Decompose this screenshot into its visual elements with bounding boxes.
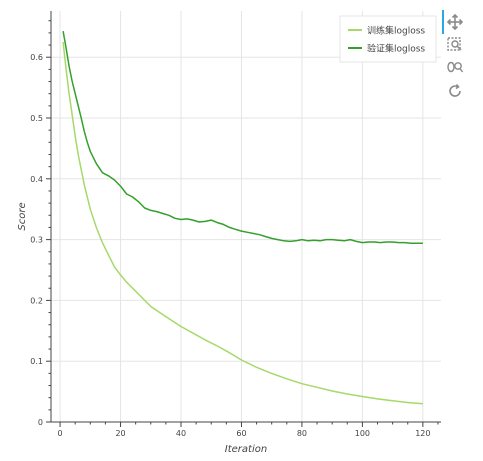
- y-tick-label: 0: [38, 418, 43, 427]
- tick-marks: 0 20 40 60 80 100 120 0 0.1 0.2 0.3 0.4 0.5 0.6: [30, 20, 439, 438]
- x-tick-label: 0: [58, 429, 63, 438]
- y-tick-label: 0.6: [30, 53, 43, 62]
- x-tick-label: 60: [236, 429, 246, 438]
- pan-icon[interactable]: [446, 13, 464, 31]
- legend-label-2: 验证集logloss: [367, 43, 425, 55]
- legend-label-1: 训练集logloss: [367, 25, 425, 37]
- plot-toolbar: [442, 10, 468, 105]
- x-tick-label: 80: [297, 429, 307, 438]
- series-line-1: [62, 41, 423, 405]
- y-tick-label: 0.1: [30, 357, 43, 366]
- x-tick-label: 20: [115, 429, 125, 438]
- series-line-2: [62, 30, 423, 245]
- y-tick-label: 0.4: [30, 175, 43, 184]
- x-tick-label: 40: [176, 429, 186, 438]
- active-tool-indicator: [442, 10, 444, 34]
- reset-icon[interactable]: [446, 82, 464, 100]
- y-tick-label: 0.5: [30, 114, 43, 123]
- y-axis-label: Score: [17, 202, 28, 230]
- x-tick-label: 120: [415, 429, 430, 438]
- y-tick-label: 0.3: [30, 236, 43, 245]
- box-zoom-icon[interactable]: [446, 36, 464, 54]
- wheel-zoom-icon[interactable]: [446, 59, 464, 77]
- y-tick-label: 0.2: [30, 296, 43, 305]
- x-tick-label: 100: [355, 429, 370, 438]
- axes: [50, 11, 441, 423]
- x-axis-label: Iteration: [225, 444, 267, 455]
- grid-lines: [51, 11, 441, 423]
- series-layer: [62, 30, 423, 405]
- legend-box: [339, 15, 437, 63]
- legend[interactable]: 训练集logloss 验证集logloss: [339, 15, 437, 63]
